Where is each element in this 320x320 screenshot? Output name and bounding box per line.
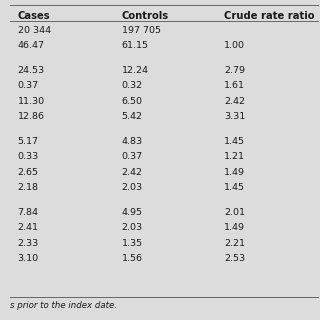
- Text: Crude rate ratio: Crude rate ratio: [224, 11, 315, 21]
- Text: 197 705: 197 705: [122, 26, 161, 35]
- Text: 24.53: 24.53: [18, 66, 45, 75]
- Text: 6.50: 6.50: [122, 97, 143, 106]
- Text: 2.03: 2.03: [122, 183, 143, 192]
- Text: 1.45: 1.45: [224, 183, 245, 192]
- Text: 7.84: 7.84: [18, 208, 39, 217]
- Text: 11.30: 11.30: [18, 97, 45, 106]
- Text: 3.10: 3.10: [18, 254, 39, 263]
- Text: 1.56: 1.56: [122, 254, 143, 263]
- Text: 2.03: 2.03: [122, 223, 143, 232]
- Text: 4.95: 4.95: [122, 208, 143, 217]
- Text: 0.37: 0.37: [18, 81, 39, 90]
- Text: 2.42: 2.42: [224, 97, 245, 106]
- Text: 2.79: 2.79: [224, 66, 245, 75]
- Text: 2.65: 2.65: [18, 168, 39, 177]
- Text: s prior to the index date.: s prior to the index date.: [10, 301, 116, 310]
- Text: 1.49: 1.49: [224, 223, 245, 232]
- Text: Controls: Controls: [122, 11, 169, 21]
- Text: 2.41: 2.41: [18, 223, 39, 232]
- Text: 1.45: 1.45: [224, 137, 245, 146]
- Text: 0.37: 0.37: [122, 152, 143, 161]
- Text: 2.18: 2.18: [18, 183, 39, 192]
- Text: 1.00: 1.00: [224, 41, 245, 50]
- Text: 1.61: 1.61: [224, 81, 245, 90]
- Text: 20 344: 20 344: [18, 26, 51, 35]
- Text: 46.47: 46.47: [18, 41, 44, 50]
- Text: 4.83: 4.83: [122, 137, 143, 146]
- Text: 1.35: 1.35: [122, 239, 143, 248]
- Text: 12.86: 12.86: [18, 112, 44, 121]
- Text: 0.32: 0.32: [122, 81, 143, 90]
- Text: Cases: Cases: [18, 11, 50, 21]
- Text: 0.33: 0.33: [18, 152, 39, 161]
- Text: 3.31: 3.31: [224, 112, 245, 121]
- Text: 1.49: 1.49: [224, 168, 245, 177]
- Text: 5.42: 5.42: [122, 112, 143, 121]
- Text: 12.24: 12.24: [122, 66, 148, 75]
- Text: 2.33: 2.33: [18, 239, 39, 248]
- Text: 2.21: 2.21: [224, 239, 245, 248]
- Text: 61.15: 61.15: [122, 41, 148, 50]
- Text: 5.17: 5.17: [18, 137, 39, 146]
- Text: 2.42: 2.42: [122, 168, 143, 177]
- Text: 2.53: 2.53: [224, 254, 245, 263]
- Text: 1.21: 1.21: [224, 152, 245, 161]
- Text: 2.01: 2.01: [224, 208, 245, 217]
